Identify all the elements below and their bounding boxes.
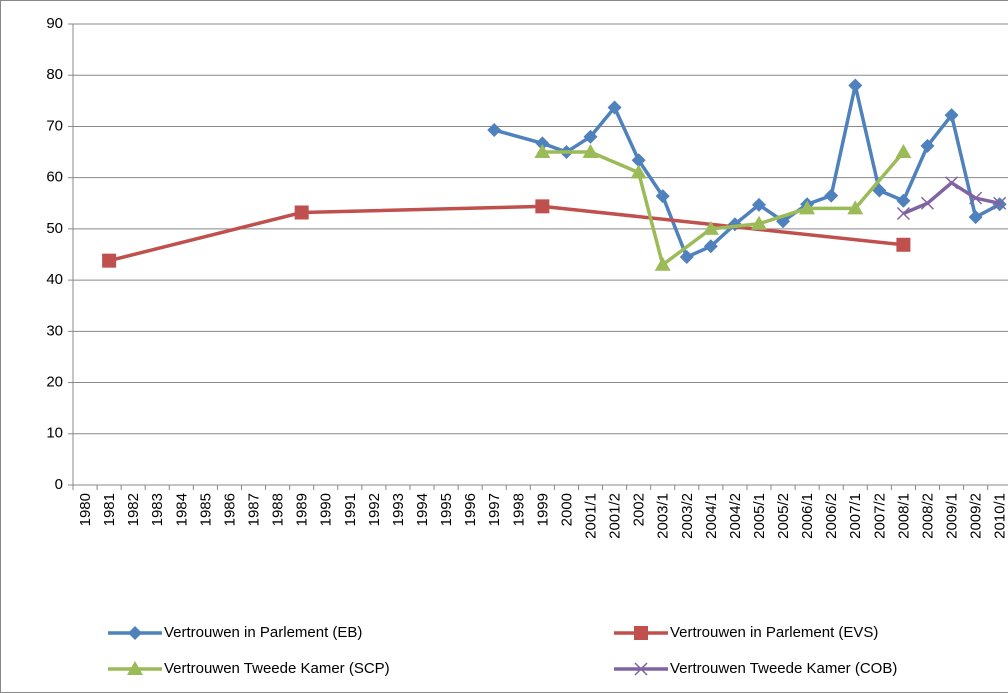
x-tick-label: 2007/2 xyxy=(871,493,888,539)
marker xyxy=(583,129,598,144)
marker xyxy=(655,189,670,204)
x-tick-label: 2003/2 xyxy=(679,493,696,539)
marker xyxy=(896,206,910,221)
x-tick-label: 2010/1 xyxy=(992,493,1008,539)
x-tick-label: 1988 xyxy=(270,493,287,526)
series-line xyxy=(108,204,904,263)
x-tick-label: 1999 xyxy=(534,493,551,526)
legend-label: Vertrouwen Tweede Kamer (COB) xyxy=(670,660,897,677)
x-tick-label: 2004/2 xyxy=(727,493,744,539)
y-tick-label: 40 xyxy=(46,271,63,288)
marker xyxy=(945,176,959,190)
marker xyxy=(896,237,911,252)
x-tick-label: 1982 xyxy=(125,493,142,526)
x-tick-label: 2007/1 xyxy=(847,493,864,539)
marker xyxy=(631,153,646,168)
x-tick-label: 1995 xyxy=(438,493,455,526)
marker xyxy=(654,256,671,271)
y-tick-label: 80 xyxy=(46,66,63,83)
x-tick-label: 1997 xyxy=(486,493,503,526)
marker xyxy=(127,661,143,675)
y-tick-label: 70 xyxy=(46,117,63,134)
legend-label: Vertrouwen in Parlement (EB) xyxy=(164,624,362,641)
x-tick-label: 2005/2 xyxy=(775,493,792,539)
legend-label: Vertrouwen in Parlement (EVS) xyxy=(670,624,878,641)
x-tick-label: 1989 xyxy=(294,493,311,526)
x-tick-label: 2006/2 xyxy=(823,493,840,539)
y-tick-label: 90 xyxy=(46,15,63,32)
x-tick-label: 2008/2 xyxy=(919,493,936,539)
marker xyxy=(944,108,959,123)
marker xyxy=(824,188,839,203)
marker xyxy=(679,250,694,265)
marker xyxy=(799,200,816,215)
marker xyxy=(634,626,648,640)
marker xyxy=(535,199,550,214)
x-tick-label: 2001/2 xyxy=(607,493,624,539)
marker xyxy=(896,193,911,208)
marker xyxy=(968,210,983,225)
marker xyxy=(703,239,718,254)
x-tick-label: 1993 xyxy=(390,493,407,526)
legend-label: Vertrouwen Tweede Kamer (SCP) xyxy=(164,660,390,677)
x-tick-label: 2008/1 xyxy=(895,493,912,539)
marker xyxy=(920,138,935,153)
x-tick-label: 1992 xyxy=(366,493,383,526)
y-tick-label: 20 xyxy=(46,374,63,391)
x-tick-label: 1986 xyxy=(221,493,238,526)
marker xyxy=(969,191,983,205)
marker xyxy=(750,215,767,230)
x-tick-label: 1983 xyxy=(149,493,166,526)
marker xyxy=(128,626,142,640)
marker xyxy=(993,196,1007,210)
y-tick-label: 50 xyxy=(46,220,63,237)
marker xyxy=(702,220,719,235)
marker xyxy=(630,164,647,179)
marker xyxy=(751,197,766,212)
x-tick-label: 2005/1 xyxy=(751,493,768,539)
x-tick-label: 2003/1 xyxy=(655,493,672,539)
x-tick-label: 1994 xyxy=(414,493,431,526)
x-tick-label: 2009/2 xyxy=(968,493,985,539)
marker xyxy=(582,144,599,159)
x-tick-label: 2004/1 xyxy=(703,493,720,539)
y-tick-label: 60 xyxy=(46,169,63,186)
x-tick-label: 1987 xyxy=(245,493,262,526)
x-tick-label: 2009/1 xyxy=(944,493,961,539)
x-tick-label: 1980 xyxy=(77,493,94,526)
marker xyxy=(920,196,935,210)
marker xyxy=(534,144,551,159)
y-tick-label: 30 xyxy=(46,322,63,339)
x-tick-label: 1985 xyxy=(197,493,214,526)
x-tick-label: 2000 xyxy=(558,493,575,526)
marker xyxy=(848,78,863,93)
marker xyxy=(102,253,117,268)
y-tick-label: 10 xyxy=(46,425,63,442)
marker xyxy=(634,662,648,676)
x-tick-label: 1998 xyxy=(510,493,527,526)
y-tick-label: 0 xyxy=(55,476,63,493)
marker xyxy=(535,136,550,151)
marker xyxy=(487,123,502,138)
x-tick-label: 1990 xyxy=(318,493,335,526)
x-tick-label: 1984 xyxy=(173,493,190,526)
x-tick-label: 1996 xyxy=(462,493,479,526)
x-tick-label: 2006/1 xyxy=(799,493,816,539)
marker xyxy=(847,200,864,215)
x-tick-label: 1981 xyxy=(101,493,118,526)
x-tick-label: 1991 xyxy=(342,493,359,526)
marker xyxy=(895,144,912,159)
marker xyxy=(607,100,622,115)
x-tick-label: 2001/1 xyxy=(582,493,599,539)
marker xyxy=(294,205,309,220)
x-tick-label: 2002 xyxy=(631,493,648,526)
